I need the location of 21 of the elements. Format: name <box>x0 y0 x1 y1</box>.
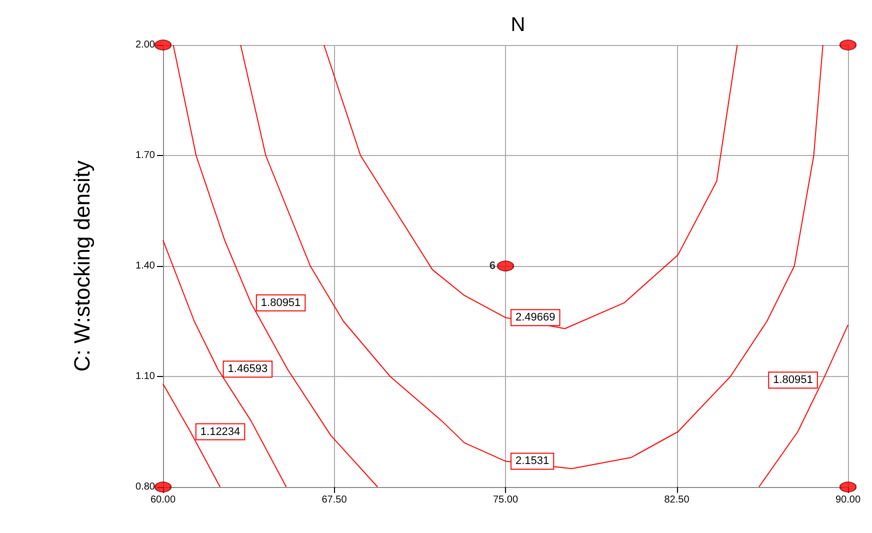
annotation: 6 <box>489 260 496 272</box>
x-tick-label: 67.50 <box>322 494 348 506</box>
y-tick-label: 1.40 <box>136 260 156 272</box>
x-tick-label: 82.50 <box>664 494 690 506</box>
y-tick-label: 1.10 <box>136 371 156 382</box>
line-series <box>323 44 738 330</box>
x-tick-label: 60.00 <box>150 494 176 506</box>
series-label: 1.80951 <box>260 296 301 309</box>
series-label: 2.1531 <box>516 455 550 468</box>
series-label: 1.46593 <box>228 363 268 376</box>
line-series <box>758 324 848 488</box>
y-tick-label: 0.80 <box>136 482 156 492</box>
series-label: 1.80951 <box>773 374 813 386</box>
chart-title: N <box>510 14 526 36</box>
x-tick-label: 75.00 <box>492 494 518 506</box>
y-axis-title: C: W:stocking density <box>70 160 94 372</box>
series-label: 1.12234 <box>200 426 240 438</box>
series-label: 2.49669 <box>516 312 556 324</box>
y-tick-label: 1.70 <box>136 150 156 161</box>
y-tick-label: 2.00 <box>136 40 156 50</box>
x-tick-label: 90.00 <box>835 494 861 506</box>
